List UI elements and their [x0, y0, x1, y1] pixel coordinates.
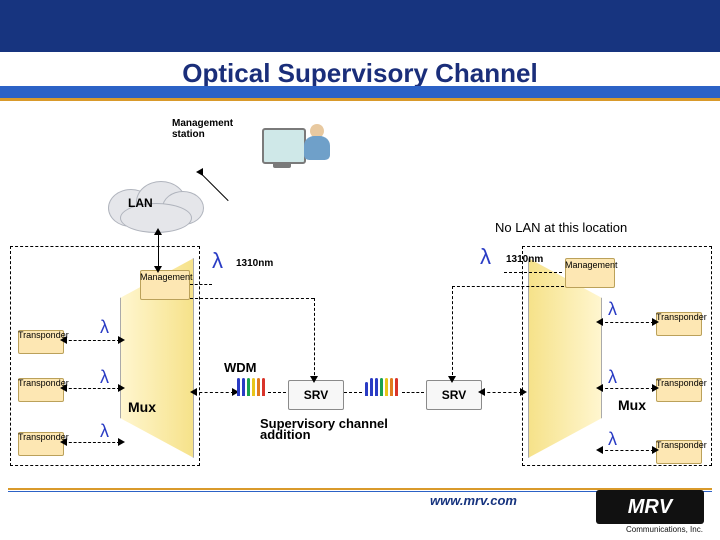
user-icon	[300, 124, 334, 168]
label-management-a: Management	[140, 272, 188, 282]
label-1310nm-b: 1310nm	[506, 254, 543, 265]
lambda-left-2: λ	[100, 368, 109, 386]
label-transponder-a1: Transponder	[18, 330, 62, 340]
label-lan: LAN	[128, 198, 153, 209]
label-transponder-a2: Transponder	[18, 378, 62, 388]
label-management-b: Management	[565, 260, 613, 270]
label-no-lan: No LAN at this location	[495, 222, 627, 233]
lambda-right-1: λ	[608, 300, 617, 318]
slide-title: Optical Supervisory Channel	[0, 58, 720, 89]
header-bar-dark	[0, 0, 720, 52]
label-transponder-b1: Transponder	[656, 312, 700, 322]
footer-url: www.mrv.com	[430, 495, 517, 506]
computer-stand-icon	[273, 162, 291, 168]
logo-subtext: Communications, Inc.	[626, 525, 703, 535]
label-1310nm-a: 1310nm	[236, 258, 273, 269]
srv-block-a: SRV	[288, 380, 344, 410]
lan-cloud-icon	[100, 175, 210, 235]
label-mux-left: Mux	[128, 402, 156, 413]
label-transponder-a3: Transponder	[18, 432, 62, 442]
lambda-left-3: λ	[100, 422, 109, 440]
lambda-icon-b: λ	[480, 246, 491, 268]
label-wdm: WDM	[224, 362, 257, 373]
label-mux-right: Mux	[618, 400, 646, 411]
header-accent-line	[0, 98, 720, 101]
link-lan-to-mgmt	[158, 232, 159, 270]
lambda-left-1: λ	[100, 318, 109, 336]
lambda-right-2: λ	[608, 368, 617, 386]
wdm-spectrum-2	[364, 374, 399, 396]
srv-block-b: SRV	[426, 380, 482, 410]
label-transponder-b2: Transponder	[656, 378, 700, 388]
lambda-icon-a: λ	[212, 250, 223, 272]
wdm-spectrum-1	[236, 374, 266, 396]
header-bar-blue	[0, 86, 720, 98]
label-mgmt-station: Management station	[172, 118, 252, 140]
label-transponder-b3: Transponder	[656, 440, 700, 450]
label-supervisory: Supervisory channel addition	[260, 418, 390, 440]
lambda-right-3: λ	[608, 430, 617, 448]
logo-text: MRV	[628, 496, 672, 519]
mrv-logo: MRV	[596, 490, 704, 524]
